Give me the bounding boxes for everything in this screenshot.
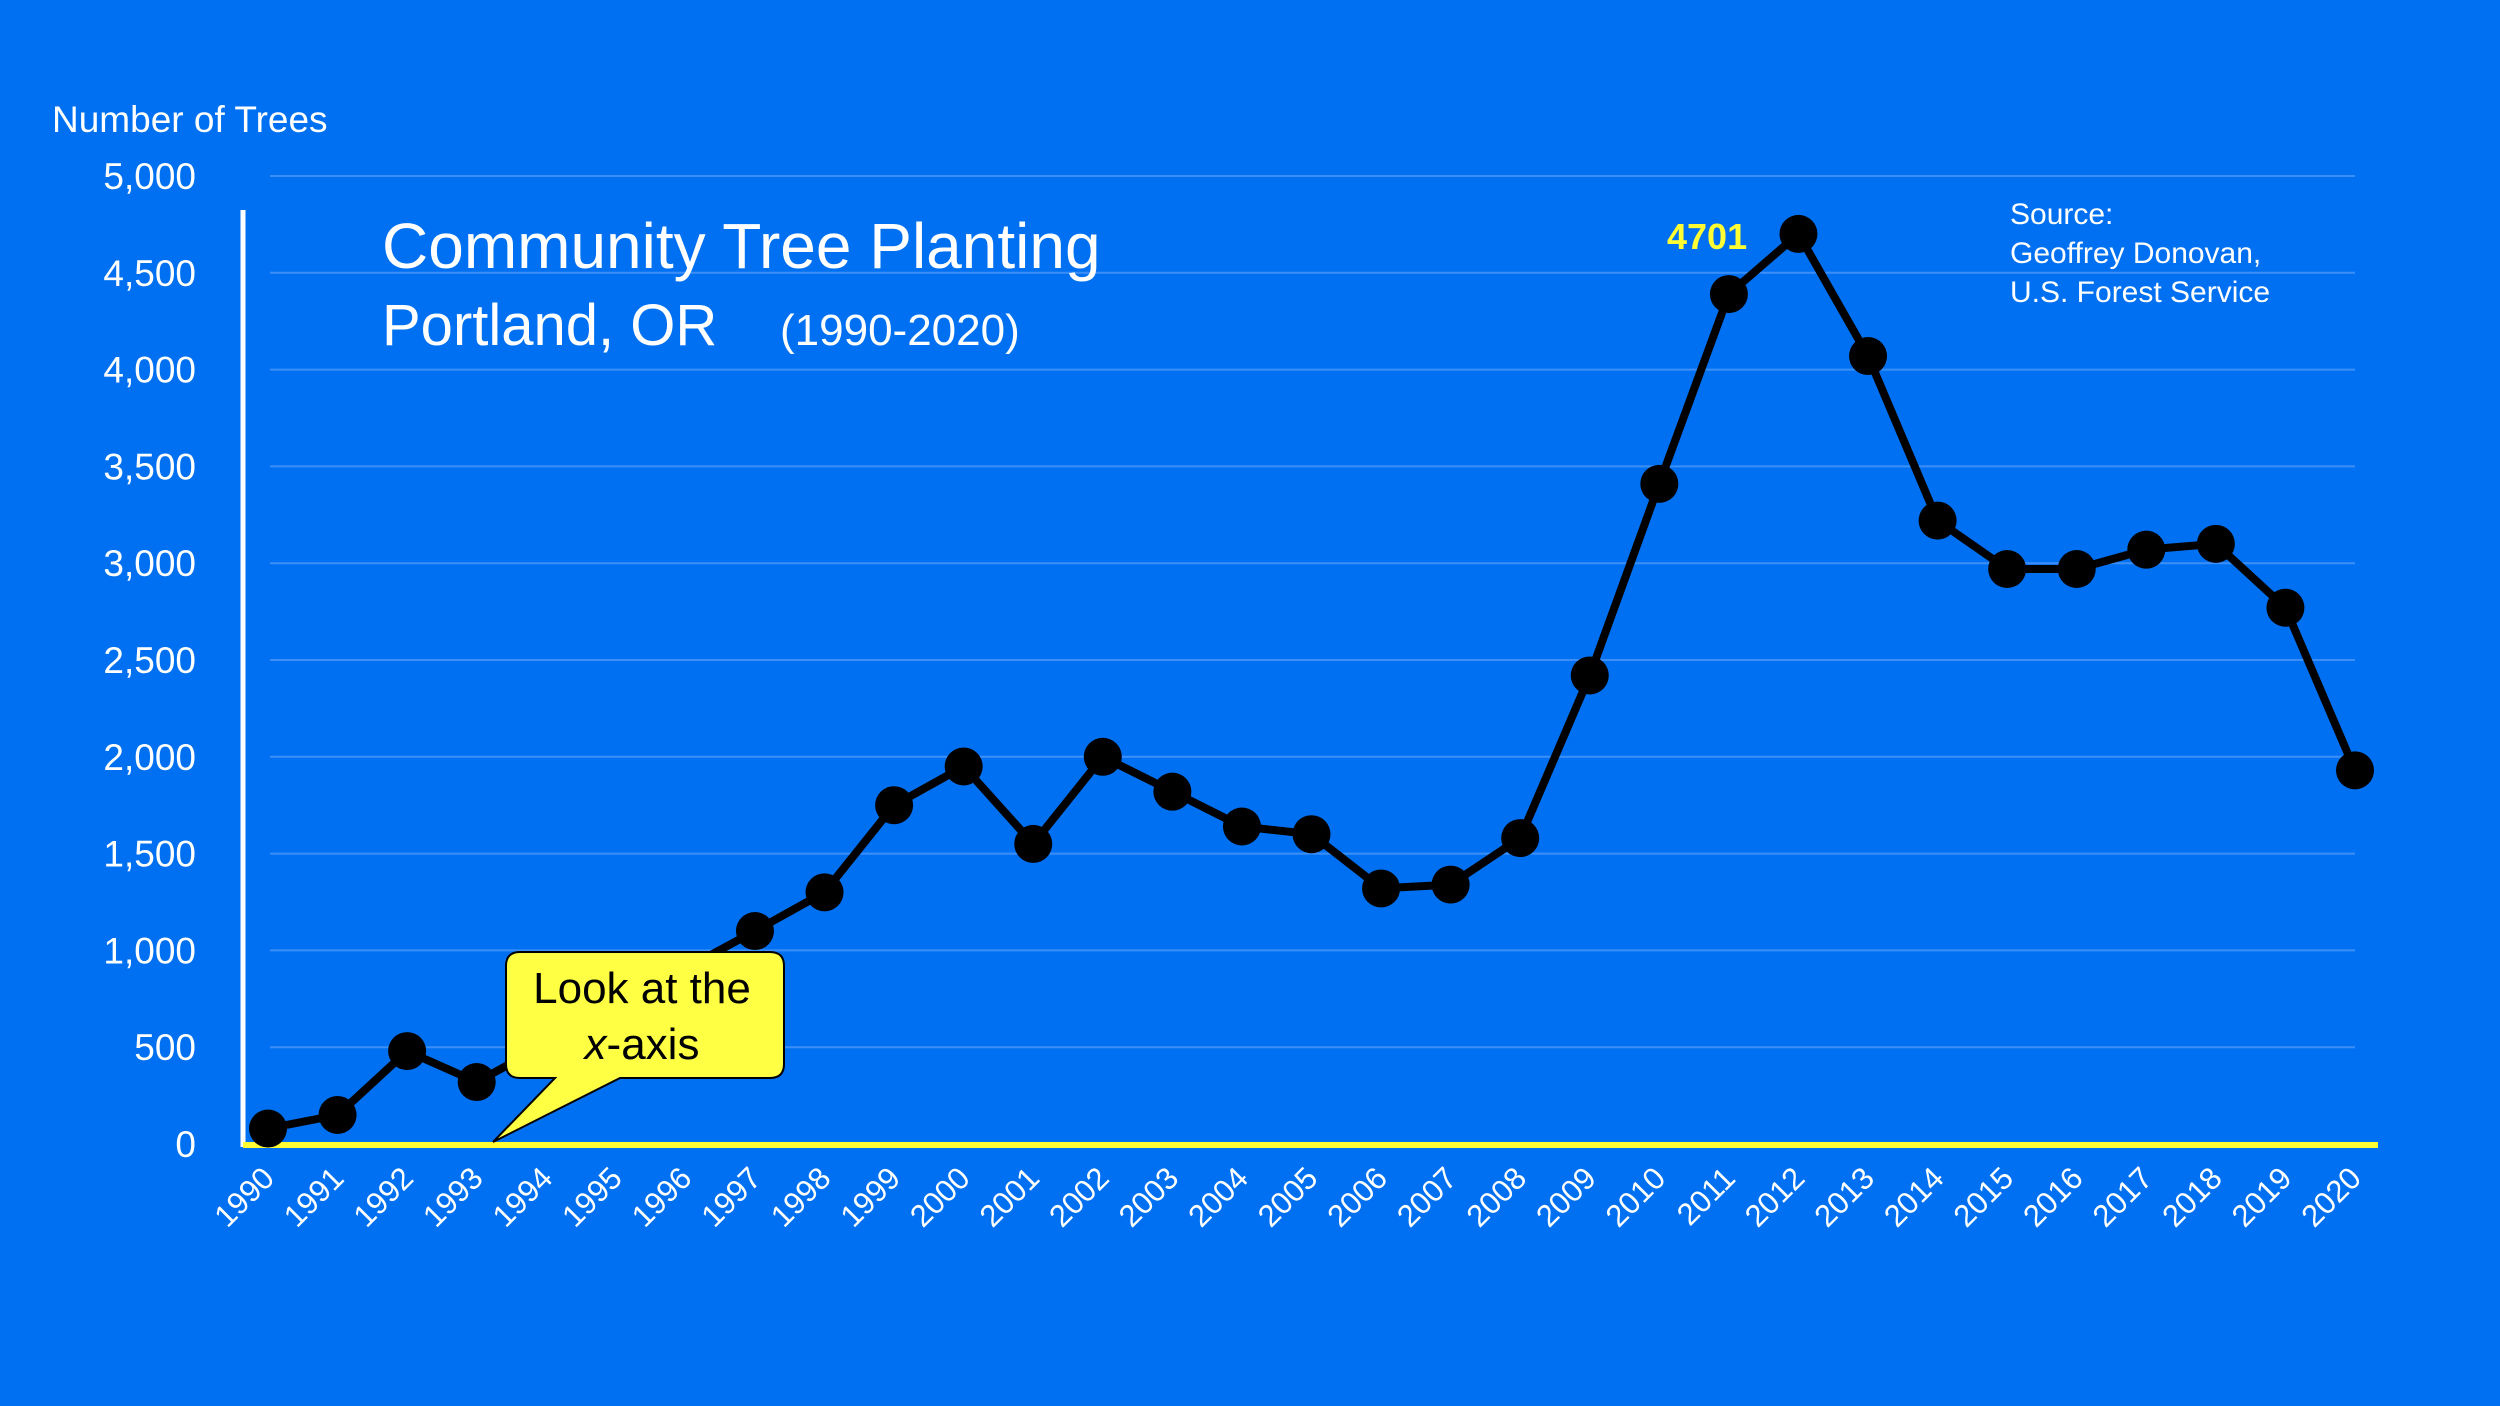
x-tick-label: 2010 [1599,1160,1673,1234]
data-point-1992 [388,1032,427,1071]
data-point-2010 [1640,464,1679,503]
data-point-2001 [1014,824,1053,863]
x-tick-label: 2020 [2294,1160,2368,1234]
data-point-1990 [249,1109,287,1148]
data-point-2007 [1431,865,1470,904]
data-point-2020 [2336,751,2374,790]
source-line-1: Source: [2010,198,2113,231]
data-point-2014 [1918,501,1957,540]
x-tick-labels: 1990199119921993199419951996199719981999… [207,1160,2368,1234]
y-tick-label: 1,000 [103,930,196,971]
x-tick-label: 2017 [2086,1160,2160,1234]
data-point-2016 [2057,550,2096,589]
data-point-1999 [875,786,914,825]
y-tick-label: 4,000 [103,350,196,391]
x-tick-label: 2000 [903,1160,977,1234]
y-tick-label: 1,500 [103,834,196,875]
data-point-1997 [735,912,774,951]
data-point-2019 [2266,588,2305,627]
data-point-2002 [1083,737,1122,776]
callout-italic-x: x [583,1020,609,1069]
y-tick-label: 5,000 [103,156,196,197]
data-point-2003 [1153,772,1192,811]
y-tick-label: 3,000 [103,543,196,584]
x-tick-label: 2007 [1390,1160,1464,1234]
source-line-2: Geoffrey Donovan, [2010,237,2261,270]
x-tick-label: 2015 [1947,1160,2021,1234]
source-line-3: U.S. Forest Service [2010,276,2270,309]
x-tick-label: 2019 [2225,1160,2299,1234]
x-tick-label: 1998 [764,1160,838,1234]
data-point-1998 [805,873,844,912]
series-line [267,229,2359,1133]
callout-line-1: Look at the [533,964,751,1013]
x-tick-label: 2004 [1181,1160,1255,1234]
y-tick-label: 0 [175,1124,196,1165]
source-note: Source: Geoffrey Donovan, U.S. Forest Se… [2010,198,2270,309]
chart-title: Community Tree Planting [382,210,1101,282]
data-point-2008 [1501,819,1540,858]
x-tick-label: 2002 [1042,1160,1116,1234]
x-tick-label: 2013 [1807,1160,1881,1234]
data-point-1993 [457,1063,496,1102]
x-tick-label: 1995 [555,1160,629,1234]
x-tick-label: 2009 [1529,1160,1603,1234]
x-tick-label: 1999 [834,1160,908,1234]
x-tick-label: 2012 [1738,1160,1812,1234]
data-point-2011 [1709,275,1748,314]
y-tick-label: 500 [134,1027,196,1068]
gridlines [270,175,2355,1049]
data-point-2006 [1362,869,1401,908]
data-point-2017 [2127,530,2166,569]
x-tick-label: 2008 [1460,1160,1534,1234]
data-point-2000 [944,747,983,786]
peak-value-label: 4701 [1667,216,1747,257]
x-tick-label: 2018 [2155,1160,2229,1234]
x-tick-label: 2006 [1320,1160,1394,1234]
data-point-2005 [1292,815,1331,854]
data-point-2013 [1849,337,1888,376]
x-axis-callout: Look at the x-axis [492,951,785,1143]
chart-subtitle: Portland, OR [382,293,717,358]
x-tick-label: 2001 [973,1160,1047,1234]
x-tick-label: 2005 [1251,1160,1325,1234]
x-tick-label: 1994 [486,1160,560,1234]
callout-bubble [492,951,785,1143]
x-tick-label: 1997 [694,1160,768,1234]
x-tick-label: 1993 [416,1160,490,1234]
x-tick-label: 1992 [347,1160,421,1234]
y-tick-labels: 0 500 1,000 1,500 2,000 2,500 3,000 3,500 4,000 4… [103,156,196,1165]
x-tick-label: 2016 [2016,1160,2090,1234]
data-point-2018 [2196,524,2235,563]
x-tick-label: 1990 [207,1160,281,1234]
callout-line-2: x-axis [583,1020,700,1069]
axes [240,210,2378,1148]
y-tick-label: 2,500 [103,640,196,681]
x-tick-label: 2014 [1877,1160,1951,1234]
data-point-2015 [1988,550,2027,589]
x-tick-label: 2011 [1670,1160,1742,1232]
series-trees-planted [249,214,2374,1148]
chart-subtitle-years: (1990-2020) [780,306,1020,355]
x-tick-label: 1996 [625,1160,699,1234]
callout-axis-word: -axis [607,1020,700,1069]
y-tick-label: 2,000 [103,737,196,778]
x-tick-label: 1991 [277,1160,351,1234]
y-axis-label: Number of Trees [52,99,328,140]
data-point-2009 [1570,656,1609,695]
y-tick-label: 3,500 [103,446,196,487]
y-tick-label: 4,500 [103,253,196,294]
data-point-1991 [318,1095,357,1134]
data-point-2004 [1222,807,1261,846]
data-point-2012 [1779,214,1818,253]
x-tick-label: 2003 [1112,1160,1186,1234]
